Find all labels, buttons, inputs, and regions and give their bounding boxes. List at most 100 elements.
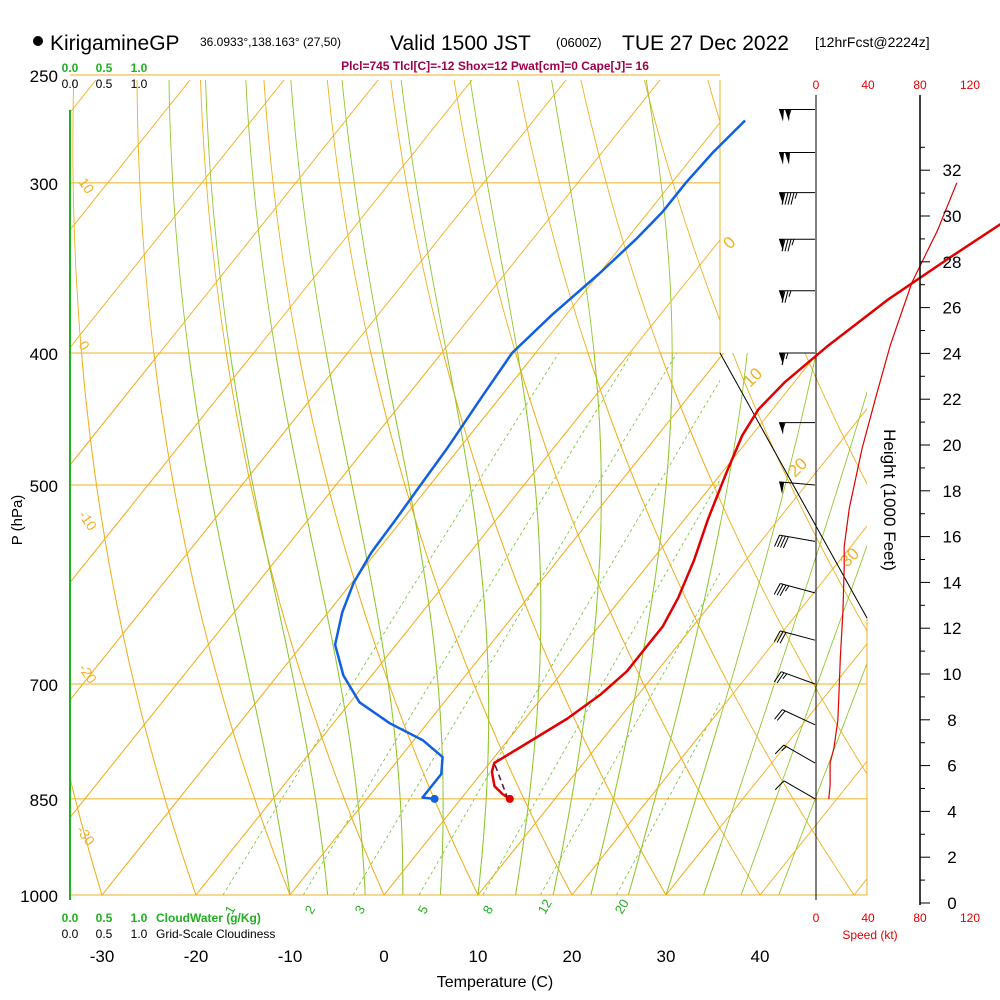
- moist-adiabat-line: [778, 662, 867, 896]
- speed-tick-label-top: 120: [960, 78, 980, 92]
- moist-adiabat-line: [515, 353, 542, 896]
- dry-adiabat-line: [0, 51, 8, 895]
- isotherm-line: [70, 80, 285, 349]
- mixing-ratio-label: 8: [480, 903, 497, 917]
- moist-adiabat-line: [275, 353, 366, 896]
- parcel-path-line: [493, 762, 509, 800]
- frame-diagonal: [719, 352, 868, 619]
- wind-barb: [779, 238, 815, 252]
- height-tick-label: 12: [943, 619, 962, 638]
- mixing-ratio-line: [540, 572, 720, 896]
- mixing-ratio-label: 20: [612, 896, 632, 916]
- wind-barb-flag: [777, 535, 783, 548]
- dry-adiabat-line: [442, 353, 667, 896]
- wind-barb-half-flag: [794, 192, 798, 199]
- speed-tick-label-top: 0: [813, 78, 820, 92]
- isotherm-line: [571, 525, 867, 896]
- dry-adiabat-line: [825, 51, 1000, 895]
- forecast-info: [12hrFcst@2224z]: [815, 34, 930, 50]
- dry-adiabat-label: 10: [76, 175, 98, 197]
- dry-adiabat-line: [825, 51, 1000, 895]
- height-tick-label: 24: [943, 344, 962, 363]
- wind-barb-pennant: [785, 109, 790, 122]
- wind-barb: [774, 709, 816, 726]
- wind-barb-flag: [781, 290, 786, 303]
- dry-adiabat-line: [81, 353, 197, 896]
- dry-adiabat-label: -30: [74, 823, 99, 849]
- dry-adiabat-line: [200, 80, 385, 896]
- height-tick-label: 20: [943, 436, 962, 455]
- wind-barb-flag: [781, 352, 786, 366]
- dry-adiabat-line: [70, 776, 103, 896]
- isotherm-line: [759, 760, 867, 896]
- wind-barb: [774, 744, 816, 764]
- lower-background: [70, 51, 1000, 896]
- mixing-ratio-label: 3: [352, 903, 369, 917]
- moist-adiabat-line: [665, 353, 817, 896]
- mixing-ratio-label: 12: [535, 896, 555, 916]
- wind-barb-staff: [782, 709, 816, 726]
- height-tick-label: 32: [943, 161, 962, 180]
- pressure-tick-label: 850: [30, 791, 58, 810]
- isotherm-line: [665, 643, 867, 896]
- wind-barb-staff: [780, 630, 816, 641]
- wind-barb-flag: [781, 192, 786, 205]
- speed-tick-label-top: 40: [861, 78, 875, 92]
- cloudiness-label: Grid-Scale Cloudiness: [156, 927, 275, 941]
- moist-adiabat-label: 0: [719, 233, 739, 253]
- isotherm-line: [853, 878, 867, 896]
- height-tick-label: 14: [943, 573, 962, 592]
- station-coords: 36.0933°,138.163° (27,50): [200, 35, 341, 49]
- cloud-water-tick-bottom: 1.0: [131, 911, 148, 925]
- dry-adiabat-line: [732, 353, 867, 632]
- moist-adiabat-line: [703, 390, 867, 896]
- utc-time: (0600Z): [556, 35, 602, 50]
- height-tick-label: 6: [947, 757, 956, 776]
- pressure-tick-label: 250: [30, 67, 58, 86]
- cloudiness-tick-top: 1.0: [131, 77, 148, 91]
- moist-adiabat-line: [382, 353, 444, 896]
- dry-adiabat-line: [298, 353, 479, 896]
- wind-barb: [779, 108, 815, 122]
- height-tick-label: 8: [947, 711, 956, 730]
- speed-tick-label-bottom: 120: [960, 911, 980, 925]
- station-name: KirigamineGP: [50, 32, 180, 55]
- speed-axis-label: Speed (kt): [842, 928, 897, 942]
- dry-adiabat-label: 0: [76, 338, 94, 354]
- wind-barb-flag: [779, 535, 786, 548]
- wind-barb-half-flag: [781, 746, 787, 752]
- temperature-tick-label: -10: [278, 947, 303, 966]
- dry-adiabat-line: [225, 353, 385, 896]
- wind-barb-half-flag: [791, 239, 795, 246]
- wind-barb-flag: [787, 239, 792, 252]
- moist-adiabat-line: [740, 544, 867, 896]
- wind-barb-flag: [790, 192, 795, 205]
- wind-barb-staff: [779, 481, 816, 486]
- temperature-tick-label: 0: [379, 947, 388, 966]
- wind-barb-flag: [782, 536, 789, 549]
- wind-barb-flag: [779, 584, 787, 597]
- station-marker-icon: [33, 36, 43, 46]
- wind-barb-staff: [780, 583, 816, 594]
- temperature-tick-label: -30: [90, 947, 115, 966]
- pressure-tick-label: 700: [30, 676, 58, 695]
- wind-barb-half-flag: [782, 673, 788, 680]
- wind-barb-half-flag: [785, 585, 790, 592]
- wind-barb-flag: [773, 630, 781, 642]
- pressure-tick-label: 500: [30, 477, 58, 496]
- wind-barb-flag: [774, 709, 783, 720]
- wind-barb-pennant: [779, 152, 784, 165]
- wind-barb-half-flag: [785, 352, 789, 360]
- isotherm-line: [477, 408, 867, 896]
- wind-barb-flag: [773, 671, 782, 683]
- pressure-axis-label: P (hPa): [9, 495, 26, 546]
- isotherm-line: [760, 75, 1000, 895]
- wind-barb: [774, 780, 816, 800]
- cloud-water-label: CloudWater (g/Kg): [156, 911, 261, 925]
- cloudiness-tick-bottom: 0.5: [96, 927, 113, 941]
- height-axis-label: Height (1000 Feet): [880, 429, 899, 571]
- pressure-tick-label: 300: [30, 175, 58, 194]
- wind-barb-pennant: [779, 422, 784, 435]
- dry-adiabat-label: -10: [76, 508, 101, 534]
- wind-barb-flag: [776, 584, 784, 596]
